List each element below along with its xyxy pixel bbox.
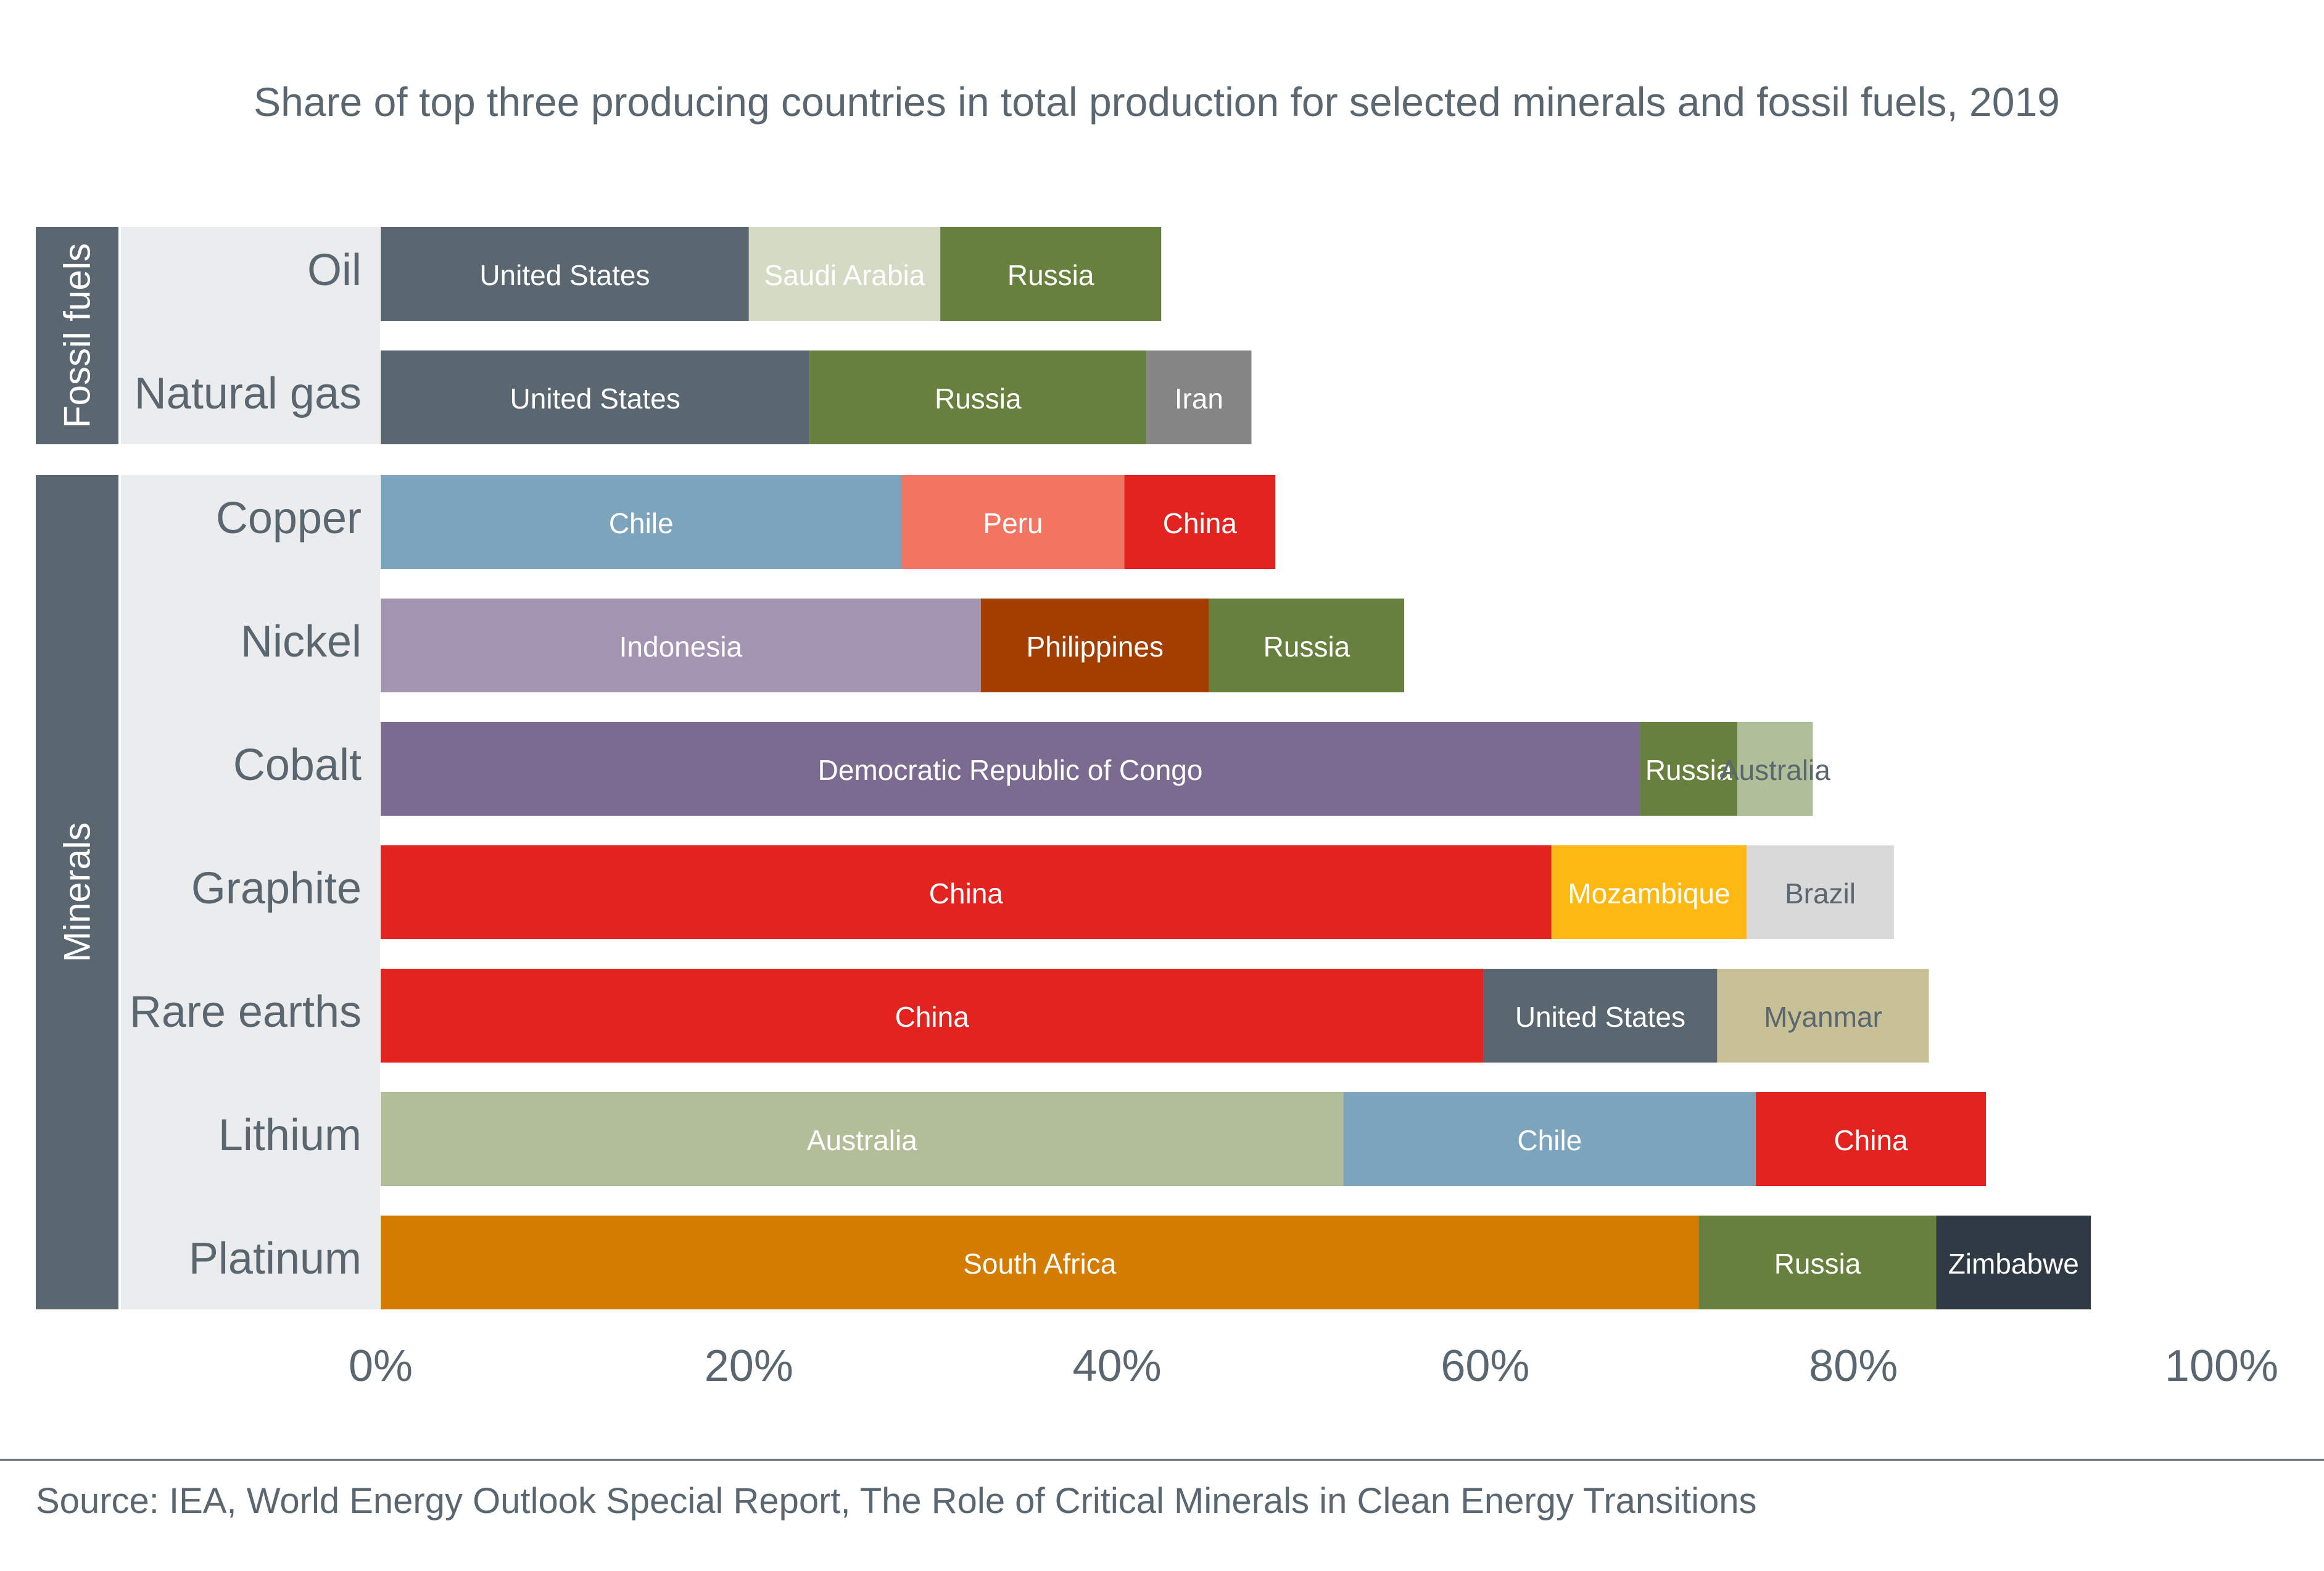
bar-segment-cobalt-democratic-republic-of-congo [381, 722, 1640, 816]
bar-segment-rare-earths-united-states [1483, 969, 1718, 1063]
group-label-minerals: Minerals [57, 823, 98, 963]
bar-segment-rare-earths-myanmar [1717, 969, 1929, 1063]
bar-segment-graphite-mozambique [1551, 845, 1747, 939]
category-label-graphite: Graphite [191, 864, 362, 913]
bar-segment-cobalt-russia [1640, 722, 1738, 816]
segment-label-natural-gas-united-states: United States [510, 383, 680, 415]
segment-label-oil-united-states: United States [479, 259, 650, 291]
x-tick-label-20: 20% [705, 1341, 793, 1391]
bar-segment-natural-gas-russia [809, 350, 1147, 444]
bar-segment-graphite-brazil [1747, 845, 1894, 939]
segment-label-graphite-brazil: Brazil [1785, 877, 1856, 910]
segment-label-rare-earths-united-states: United States [1515, 1001, 1685, 1033]
x-tick-label-0: 0% [349, 1341, 413, 1391]
bar-segment-rare-earths-china [381, 969, 1484, 1063]
bar-segment-copper-china [1124, 475, 1276, 569]
segment-label-graphite-mozambique: Mozambique [1568, 877, 1730, 910]
segment-label-natural-gas-iran: Iran [1175, 383, 1223, 415]
segment-label-natural-gas-russia: Russia [935, 383, 1022, 415]
bar-segment-graphite-china [381, 845, 1552, 939]
segment-label-copper-chile: Chile [609, 507, 674, 539]
category-label-cobalt: Cobalt [233, 740, 362, 790]
segment-label-copper-china: China [1163, 507, 1238, 539]
source-note: Source: IEA, World Energy Outlook Specia… [36, 1481, 1757, 1521]
segment-label-nickel-russia: Russia [1263, 631, 1350, 663]
category-label-rare-earths: Rare earths [130, 987, 362, 1037]
bar-segment-platinum-south-africa [381, 1216, 1699, 1309]
x-tick-label-80: 80% [1809, 1341, 1898, 1391]
bar-segment-nickel-indonesia [381, 599, 981, 692]
segment-label-rare-earths-china: China [895, 1001, 970, 1033]
category-label-natural-gas: Natural gas [134, 369, 362, 418]
segment-label-copper-peru: Peru [983, 507, 1043, 539]
bar-segment-platinum-russia [1698, 1216, 1937, 1309]
group-band-minerals [36, 475, 118, 1309]
x-tick-label-60: 60% [1441, 1341, 1529, 1391]
bar-segment-lithium-china [1756, 1092, 1987, 1186]
category-label-lithium: Lithium [218, 1111, 362, 1160]
group-label-fossil-fuels: Fossil fuels [57, 243, 98, 428]
bar-segment-nickel-russia [1209, 599, 1405, 692]
bar-segment-natural-gas-united-states [381, 350, 810, 444]
bar-segment-platinum-zimbabwe [1936, 1216, 2091, 1309]
bar-segment-natural-gas-iran [1146, 350, 1252, 444]
segment-label-platinum-south-africa: South Africa [963, 1248, 1116, 1280]
label-band-fossil-fuels [121, 227, 380, 444]
x-tick-label-40: 40% [1073, 1341, 1162, 1391]
segment-label-rare-earths-myanmar: Myanmar [1764, 1001, 1882, 1033]
segment-label-cobalt-australia: Australia [1720, 754, 1830, 786]
category-label-oil: Oil [307, 246, 362, 295]
bar-segment-lithium-australia [381, 1092, 1344, 1186]
segment-label-platinum-zimbabwe: Zimbabwe [1948, 1248, 2079, 1280]
bar-segment-copper-peru [901, 475, 1125, 569]
segment-label-nickel-philippines: Philippines [1027, 631, 1164, 663]
chart-title: Share of top three producing countries i… [254, 79, 2060, 125]
segment-label-cobalt-russia: Russia [1645, 754, 1732, 786]
x-axis: 0% 20% 40% 60% 80% 100% [349, 1341, 2278, 1391]
bar-segment-oil-united-states [381, 227, 749, 321]
segment-label-cobalt-democratic-republic-of-congo: Democratic Republic of Congo [818, 754, 1203, 786]
segment-label-oil-russia: Russia [1007, 259, 1094, 291]
segment-label-platinum-russia: Russia [1774, 1248, 1861, 1280]
category-label-nickel: Nickel [241, 617, 362, 666]
bar-segment-copper-chile [381, 475, 902, 569]
category-label-copper: Copper [216, 494, 362, 543]
bar-segment-oil-saudi-arabia [748, 227, 941, 321]
bar-segment-oil-russia [940, 227, 1162, 321]
bar-segment-cobalt-australia [1737, 722, 1813, 816]
segment-label-oil-saudi-arabia: Saudi Arabia [764, 259, 925, 291]
x-tick-label-100: 100% [2165, 1341, 2278, 1391]
segment-label-lithium-chile: Chile [1517, 1124, 1582, 1156]
chart-body: Fossil fuels Oil United States Saudi Arabia… [36, 227, 2091, 1309]
category-label-platinum: Platinum [189, 1234, 362, 1283]
segment-label-nickel-indonesia: Indonesia [619, 631, 743, 663]
bar-segment-lithium-chile [1343, 1092, 1756, 1186]
segment-label-lithium-china: China [1834, 1124, 1908, 1156]
bar-segment-nickel-philippines [980, 599, 1209, 692]
segment-label-graphite-china: China [929, 877, 1004, 910]
segment-label-lithium-australia: Australia [807, 1124, 917, 1156]
group-band-fossil-fuels [36, 227, 118, 444]
label-band-minerals [121, 475, 380, 1309]
